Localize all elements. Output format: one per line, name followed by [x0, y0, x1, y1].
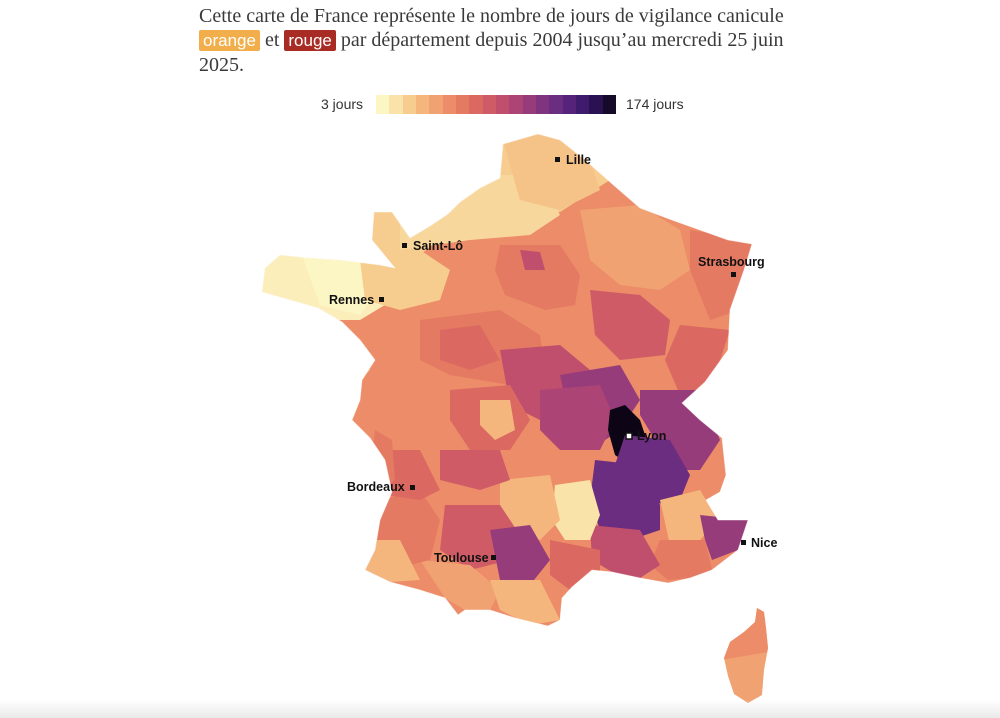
city-rennes: Rennes	[329, 293, 384, 307]
city-saint-lo: Saint-Lô	[402, 239, 463, 253]
legend-swatch	[415, 95, 430, 114]
description-text-part1: Cette carte de France représente le nomb…	[199, 5, 784, 27]
city-label: Bordeaux	[347, 480, 405, 494]
legend-swatch	[509, 95, 523, 114]
legend-swatch	[402, 95, 416, 114]
description-text-part2: par département depuis 2004 jusqu’au mer…	[199, 29, 784, 76]
city-toulouse: Toulouse	[434, 551, 496, 565]
mainland-outline	[261, 133, 753, 627]
legend-swatch	[376, 95, 390, 114]
legend-color-scale	[376, 95, 616, 114]
color-legend: 3 jours 174 jours	[0, 94, 1000, 116]
city-bordeaux: Bordeaux	[347, 480, 415, 494]
legend-swatch	[602, 95, 616, 114]
legend-min-label: 3 jours	[321, 96, 364, 112]
legend-swatch	[495, 95, 510, 114]
city-label: Lyon	[637, 429, 666, 443]
city-label: Strasbourg	[698, 255, 765, 269]
city-lille: Lille	[555, 153, 591, 167]
description-et: et	[264, 29, 280, 51]
legend-swatch	[482, 95, 496, 114]
city-label: Toulouse	[434, 551, 489, 565]
legend-swatch	[389, 95, 403, 114]
france-heatwave-map: Lille Saint-Lô Strasbourg Rennes Lyon Bo…	[261, 133, 777, 703]
map-description: Cette carte de France représente le nomb…	[199, 4, 819, 77]
rouge-badge: rouge	[284, 30, 336, 51]
legend-swatch	[549, 95, 563, 114]
legend-swatch	[455, 95, 470, 114]
legend-swatch	[522, 95, 536, 114]
city-label: Saint-Lô	[413, 239, 463, 253]
legend-swatch	[575, 95, 590, 114]
legend-swatch	[562, 95, 576, 114]
corsica-departments	[724, 608, 768, 703]
legend-swatch	[469, 95, 483, 114]
city-strasbourg: Strasbourg	[698, 255, 765, 277]
city-label: Lille	[566, 153, 591, 167]
legend-swatch	[589, 95, 603, 114]
city-nice: Nice	[741, 536, 777, 550]
legend-swatch	[442, 95, 456, 114]
legend-swatch	[429, 95, 443, 114]
legend-swatch	[535, 95, 550, 114]
city-label: Nice	[751, 536, 777, 550]
mainland-departments	[262, 134, 752, 626]
city-lyon: Lyon	[625, 429, 666, 443]
legend-max-label: 174 jours	[626, 96, 684, 112]
city-label: Rennes	[329, 293, 374, 307]
orange-badge: orange	[199, 30, 260, 51]
bottom-fade	[0, 700, 1000, 718]
